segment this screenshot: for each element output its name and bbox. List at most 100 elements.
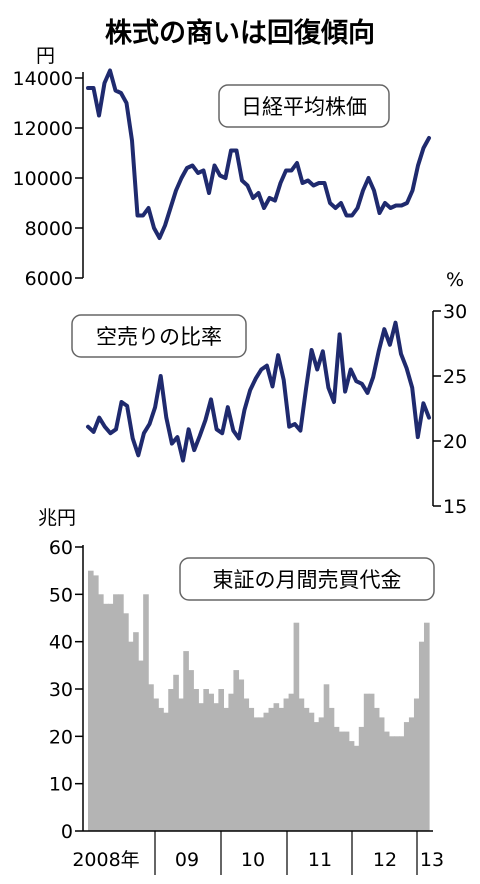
trading-bar bbox=[193, 689, 199, 831]
trading-bar bbox=[303, 707, 310, 831]
trading-bar bbox=[323, 684, 330, 831]
trading-bar bbox=[378, 717, 385, 831]
trading-bar bbox=[353, 745, 360, 831]
y-tick-label: 60 bbox=[49, 537, 73, 559]
y-tick-label: 8000 bbox=[25, 218, 73, 240]
x-axis: 2008年 09 10 11 12 13 bbox=[72, 830, 444, 875]
y-tick-label: 30 bbox=[49, 679, 73, 701]
trading-bar bbox=[338, 731, 345, 831]
x-axis-dividers bbox=[154, 831, 418, 875]
trading-bar bbox=[313, 722, 320, 831]
trading-bar bbox=[218, 689, 224, 831]
y-tick-label: 15 bbox=[443, 496, 467, 518]
trading-bar bbox=[128, 641, 134, 831]
trading-bar bbox=[373, 707, 380, 831]
trading-bar bbox=[418, 641, 425, 831]
short-ratio-line bbox=[86, 320, 431, 463]
nikkei-y-ticks: 6000 8000 10000 12000 14000 bbox=[13, 68, 83, 290]
trading-bar bbox=[203, 689, 209, 831]
trading-bar bbox=[423, 622, 430, 831]
y-tick-label: 25 bbox=[443, 366, 467, 388]
trading-bar bbox=[208, 693, 214, 831]
trading-bar bbox=[148, 684, 154, 831]
trading-bar bbox=[108, 603, 114, 831]
x-label-2008: 2008年 bbox=[72, 849, 139, 871]
trading-bar bbox=[103, 603, 109, 831]
chart-title: 株式の商いは回復傾向 bbox=[105, 17, 375, 49]
trading-bar bbox=[168, 689, 174, 831]
trading-bar bbox=[413, 698, 420, 831]
trading-bar bbox=[158, 707, 164, 831]
trading-bar bbox=[393, 736, 400, 831]
trading-bar bbox=[253, 717, 260, 831]
panel-short-ratio: 15 20 25 30 % 空売りの比率 bbox=[71, 269, 467, 518]
trading-bar bbox=[238, 679, 245, 831]
trading-bar bbox=[278, 707, 285, 831]
trading-bar bbox=[138, 660, 144, 831]
trading-bar bbox=[343, 731, 350, 831]
short-unit: % bbox=[446, 269, 464, 291]
trading-bar bbox=[228, 693, 235, 831]
x-label-10: 10 bbox=[241, 849, 265, 871]
trading-bar bbox=[348, 741, 355, 831]
trading-bar bbox=[383, 731, 390, 831]
trading-bar bbox=[308, 712, 315, 831]
trading-bar bbox=[298, 698, 305, 831]
trading-bar bbox=[213, 703, 219, 831]
trading-bar bbox=[328, 707, 335, 831]
trading-y-ticks: 0 10 20 30 40 50 60 bbox=[49, 537, 83, 843]
y-tick-label: 40 bbox=[49, 632, 73, 654]
nikkei-line bbox=[86, 68, 431, 240]
nikkei-label-box bbox=[218, 84, 390, 128]
y-tick-label: 12000 bbox=[13, 118, 73, 140]
nikkei-unit: 円 bbox=[36, 45, 55, 67]
y-tick-label: 20 bbox=[49, 726, 73, 748]
panel-nikkei: 6000 8000 10000 12000 14000 円 日経平均株価 bbox=[13, 45, 431, 290]
trading-bar bbox=[93, 575, 99, 831]
trading-label-box bbox=[179, 557, 435, 601]
trading-bar bbox=[243, 698, 250, 831]
trading-bar bbox=[333, 726, 340, 831]
trading-bar bbox=[163, 712, 169, 831]
y-tick-label: 0 bbox=[61, 821, 73, 843]
trading-label: 東証の月間売買代金 bbox=[213, 568, 402, 592]
trading-bar bbox=[198, 703, 204, 831]
trading-bar bbox=[178, 698, 184, 831]
trading-bar bbox=[318, 717, 325, 831]
trading-bar bbox=[248, 707, 255, 831]
short-label-box bbox=[71, 314, 247, 358]
trading-bar bbox=[258, 717, 265, 831]
trading-unit: 兆円 bbox=[38, 507, 76, 529]
trading-bar bbox=[143, 594, 149, 831]
x-label-11: 11 bbox=[308, 849, 332, 871]
y-tick-label: 10 bbox=[49, 774, 73, 796]
trading-bar bbox=[283, 698, 290, 831]
trading-bar bbox=[388, 736, 395, 831]
trading-bar bbox=[173, 674, 179, 831]
short-y-ticks: 15 20 25 30 bbox=[433, 301, 467, 518]
trading-bar bbox=[403, 722, 410, 831]
x-label-12: 12 bbox=[373, 849, 397, 871]
trading-bar bbox=[293, 622, 300, 831]
trading-bar bbox=[113, 594, 119, 831]
trading-bar bbox=[183, 651, 189, 831]
trading-bar bbox=[408, 717, 415, 831]
trading-bar bbox=[288, 693, 295, 831]
y-tick-label: 10000 bbox=[13, 168, 73, 190]
trading-bar bbox=[368, 693, 375, 831]
trading-bar bbox=[98, 594, 104, 831]
trading-bar bbox=[268, 707, 275, 831]
trading-bar bbox=[188, 670, 194, 831]
panel-trading-value: 0 10 20 30 40 50 60 兆円 東証の月間売買代金 bbox=[38, 507, 435, 843]
trading-bar bbox=[153, 698, 159, 831]
nikkei-label: 日経平均株価 bbox=[241, 95, 367, 119]
y-tick-label: 14000 bbox=[13, 68, 73, 90]
trading-bars bbox=[88, 570, 430, 831]
trading-bar bbox=[223, 707, 230, 831]
y-tick-label: 20 bbox=[443, 431, 467, 453]
trading-bar bbox=[263, 712, 270, 831]
trading-bar bbox=[363, 693, 370, 831]
y-tick-label: 50 bbox=[49, 584, 73, 606]
trading-bar bbox=[398, 736, 405, 831]
